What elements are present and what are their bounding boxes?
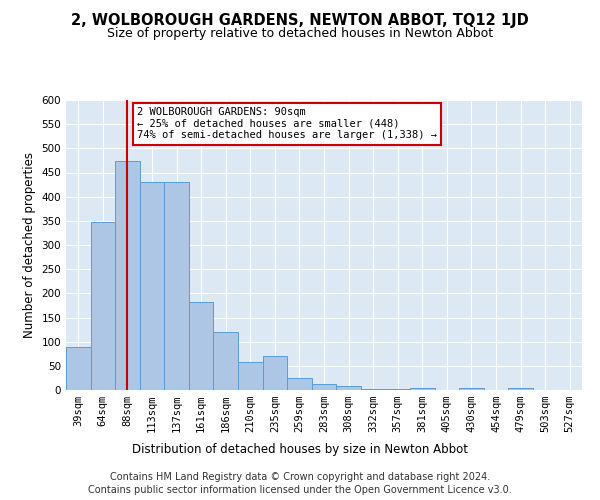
Text: Contains HM Land Registry data © Crown copyright and database right 2024.: Contains HM Land Registry data © Crown c…	[110, 472, 490, 482]
Bar	[385, 389, 410, 390]
Bar	[164, 182, 189, 390]
Bar	[238, 362, 263, 390]
Bar	[361, 389, 385, 390]
Bar	[410, 388, 434, 390]
Bar	[287, 378, 312, 390]
Text: Size of property relative to detached houses in Newton Abbot: Size of property relative to detached ho…	[107, 28, 493, 40]
Bar	[140, 182, 164, 390]
Text: 2 WOLBOROUGH GARDENS: 90sqm
← 25% of detached houses are smaller (448)
74% of se: 2 WOLBOROUGH GARDENS: 90sqm ← 25% of det…	[137, 108, 437, 140]
Y-axis label: Number of detached properties: Number of detached properties	[23, 152, 36, 338]
Bar	[459, 388, 484, 390]
Bar	[214, 332, 238, 390]
Text: Distribution of detached houses by size in Newton Abbot: Distribution of detached houses by size …	[132, 442, 468, 456]
Bar	[91, 222, 115, 390]
Bar	[263, 356, 287, 390]
Text: Contains public sector information licensed under the Open Government Licence v3: Contains public sector information licen…	[88, 485, 512, 495]
Bar	[115, 161, 140, 390]
Bar	[336, 386, 361, 390]
Bar	[312, 384, 336, 390]
Bar	[508, 388, 533, 390]
Text: 2, WOLBOROUGH GARDENS, NEWTON ABBOT, TQ12 1JD: 2, WOLBOROUGH GARDENS, NEWTON ABBOT, TQ1…	[71, 12, 529, 28]
Bar	[189, 302, 214, 390]
Bar	[66, 347, 91, 390]
